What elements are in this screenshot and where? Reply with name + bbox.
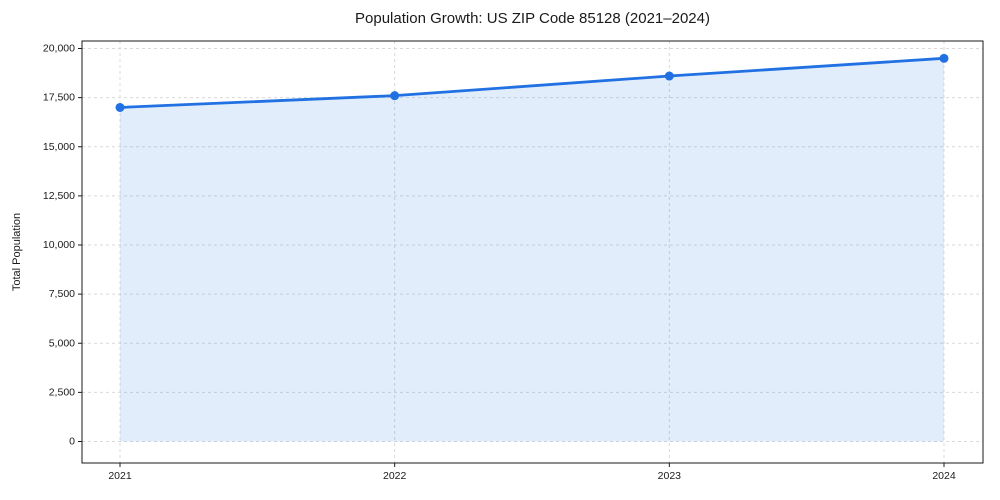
data-point-marker [939, 53, 949, 63]
x-tick-label: 2024 [932, 470, 956, 482]
y-tick-label: 12,500 [43, 190, 75, 202]
y-tick-label: 15,000 [43, 141, 75, 153]
series-line [118, 56, 946, 109]
y-tick-label: 5,000 [49, 337, 75, 349]
y-tick-label: 0 [69, 436, 75, 448]
data-point-marker [115, 102, 125, 112]
y-tick-label: 2,500 [49, 386, 75, 398]
series-area-fill [120, 58, 944, 442]
axes-spines [81, 40, 984, 464]
y-tick-label: 17,500 [43, 92, 75, 104]
data-point-marker [664, 71, 674, 81]
x-tick-label: 2021 [108, 470, 132, 482]
x-tick-label: 2023 [658, 470, 682, 482]
data-point-marker [390, 91, 400, 101]
x-tick-label: 2022 [383, 470, 407, 482]
chart-title: Population Growth: US ZIP Code 85128 (20… [355, 10, 710, 27]
y-tick-label: 20,000 [43, 43, 75, 55]
y-tick-label: 10,000 [43, 239, 75, 251]
y-tick-label: 7,500 [49, 288, 75, 300]
